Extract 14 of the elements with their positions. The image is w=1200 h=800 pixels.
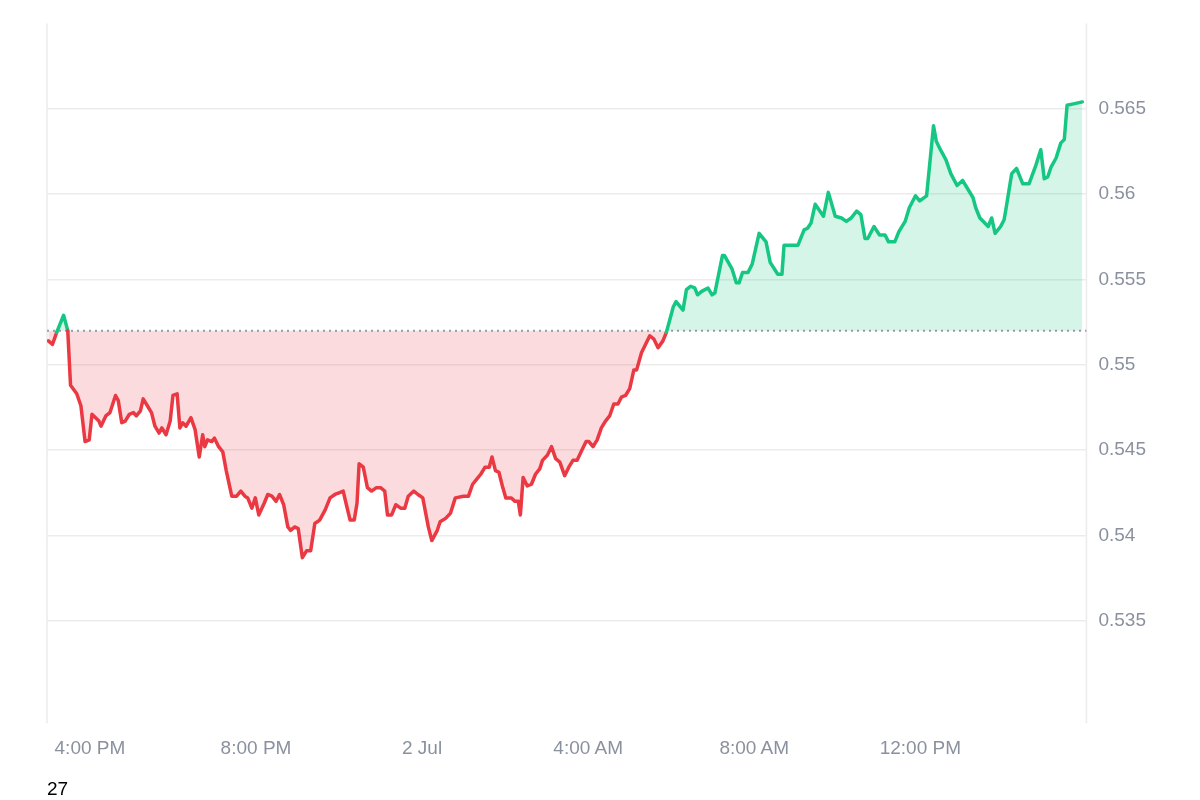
x-tick-label: 8:00 PM xyxy=(220,736,292,758)
x-tick-label: 2 Jul xyxy=(402,736,443,758)
y-tick-label: 0.555 xyxy=(1098,267,1146,289)
y-tick-label: 0.55 xyxy=(1098,353,1136,374)
x-tick-label: 4:00 PM xyxy=(54,736,126,758)
y-tick-label: 0.545 xyxy=(1098,438,1146,460)
x-tick-label: 8:00 AM xyxy=(719,736,790,758)
y-tick-label: 0.54 xyxy=(1098,523,1136,545)
y-tick-label: 0.56 xyxy=(1098,182,1136,204)
y-tick-label: 0.535 xyxy=(1098,609,1146,631)
x-tick-label: 4:00 AM xyxy=(553,736,624,758)
text: 27 xyxy=(47,778,69,800)
x-tick-label: 12:00 PM xyxy=(879,736,962,758)
y-tick-label: 0.565 xyxy=(1098,96,1146,118)
